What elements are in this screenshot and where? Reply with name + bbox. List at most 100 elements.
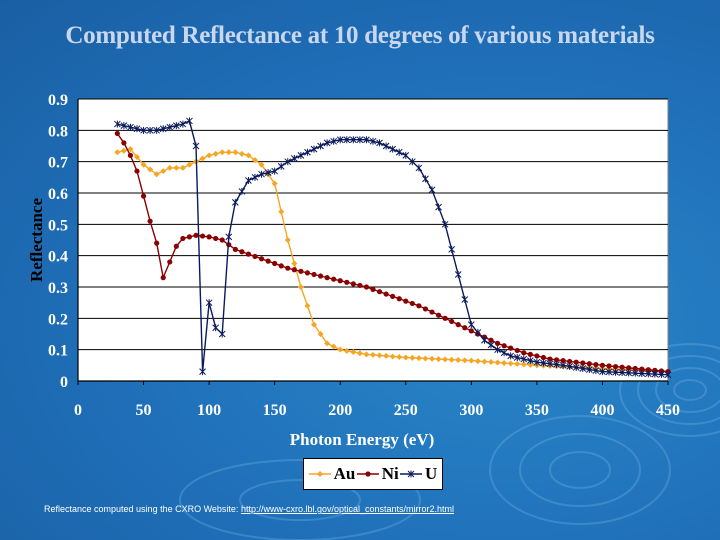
data-point-u <box>146 126 154 134</box>
data-point-au <box>376 352 383 359</box>
data-point-u <box>192 142 200 150</box>
x-tick-label: 50 <box>136 402 152 419</box>
data-point-au <box>383 352 390 359</box>
data-point-u <box>330 137 338 145</box>
data-point-ni <box>199 233 206 239</box>
data-point-ni <box>160 275 166 281</box>
data-point-ni <box>278 263 284 269</box>
x-tick-label: 450 <box>656 402 680 419</box>
data-point-au <box>114 149 121 156</box>
x-tick-label: 0 <box>74 402 82 419</box>
data-point-u <box>540 359 547 367</box>
data-point-u <box>245 176 252 184</box>
data-point-ni <box>501 343 507 349</box>
data-point-au <box>166 164 173 171</box>
data-point-u <box>402 151 410 159</box>
data-point-u <box>297 151 305 159</box>
data-point-ni <box>494 340 501 346</box>
data-point-u <box>271 167 279 175</box>
data-point-u <box>461 296 469 304</box>
data-point-ni <box>213 235 219 242</box>
data-point-u <box>638 369 646 377</box>
data-point-ni <box>232 246 238 252</box>
data-point-ni <box>337 278 343 284</box>
data-point-au <box>514 360 521 367</box>
data-point-u <box>343 136 351 144</box>
data-point-ni <box>521 350 527 356</box>
data-point-ni <box>206 234 212 240</box>
data-point-au <box>455 357 462 364</box>
legend-swatch-u <box>400 470 423 478</box>
data-point-u <box>592 367 600 375</box>
data-point-au <box>330 343 337 350</box>
data-point-ni <box>344 279 350 285</box>
data-point-ni <box>626 365 632 371</box>
data-point-au <box>199 155 206 162</box>
x-tick-label: 100 <box>197 402 221 419</box>
data-point-u <box>441 220 449 228</box>
data-point-ni <box>396 296 402 302</box>
data-point-u <box>474 328 482 336</box>
data-point-ni <box>508 345 514 351</box>
data-point-au <box>127 146 134 153</box>
data-point-ni <box>140 193 147 199</box>
data-point-u <box>553 361 560 369</box>
data-point-au <box>370 351 376 358</box>
data-point-au <box>140 161 147 168</box>
data-point-ni <box>599 362 606 368</box>
data-point-ni <box>560 358 566 364</box>
data-point-u <box>395 148 403 156</box>
y-tick-label: 0.2 <box>48 311 68 328</box>
data-point-u <box>310 145 318 153</box>
data-point-ni <box>567 358 573 365</box>
data-point-au <box>350 349 357 356</box>
y-tick-label: 0.5 <box>48 217 68 234</box>
legend-label: U <box>425 464 438 483</box>
data-point-au <box>219 149 226 156</box>
data-point-ni <box>639 366 645 372</box>
data-point-u <box>159 125 167 133</box>
data-point-ni <box>363 284 370 290</box>
data-point-u <box>336 136 344 144</box>
x-tick-label: 200 <box>328 402 352 419</box>
data-point-u <box>481 336 488 344</box>
cxro-link[interactable]: http://www-cxro.lbl.gov/optical_constant… <box>240 504 455 514</box>
data-point-u <box>317 142 324 150</box>
x-tick-label: 300 <box>459 402 483 419</box>
data-point-au <box>337 346 344 353</box>
data-point-u <box>533 358 541 366</box>
data-point-u <box>277 162 285 170</box>
data-point-ni <box>514 347 520 354</box>
data-point-ni <box>245 251 252 257</box>
data-point-au <box>488 359 494 366</box>
y-tick-label: 0.9 <box>48 92 68 109</box>
data-point-u <box>559 361 567 369</box>
y-tick-label: 0.4 <box>48 249 68 266</box>
data-point-u <box>349 136 357 144</box>
data-point-u <box>467 321 475 329</box>
y-tick-label: 0.1 <box>48 343 68 360</box>
data-point-au <box>363 351 370 358</box>
data-point-ni <box>612 363 619 370</box>
data-point-ni <box>154 240 160 246</box>
data-point-ni <box>442 315 448 321</box>
data-point-ni <box>416 303 422 309</box>
data-point-u <box>526 357 534 365</box>
data-point-au <box>291 260 298 267</box>
data-point-au <box>324 340 331 347</box>
slide-title: Computed Reflectance at 10 degrees of va… <box>65 22 655 49</box>
data-point-u <box>212 324 220 332</box>
data-point-ni <box>390 293 396 299</box>
data-point-au <box>501 359 508 366</box>
data-point-ni <box>632 365 638 372</box>
data-point-u <box>113 120 121 128</box>
data-point-u <box>290 155 298 163</box>
data-point-au <box>147 166 154 173</box>
data-point-au <box>160 168 167 175</box>
data-point-ni <box>449 318 455 325</box>
data-point-au <box>252 157 258 164</box>
data-point-ni <box>645 367 651 373</box>
legend-item-au: Au <box>308 464 355 484</box>
data-point-au <box>494 359 501 366</box>
data-point-ni <box>127 152 134 158</box>
